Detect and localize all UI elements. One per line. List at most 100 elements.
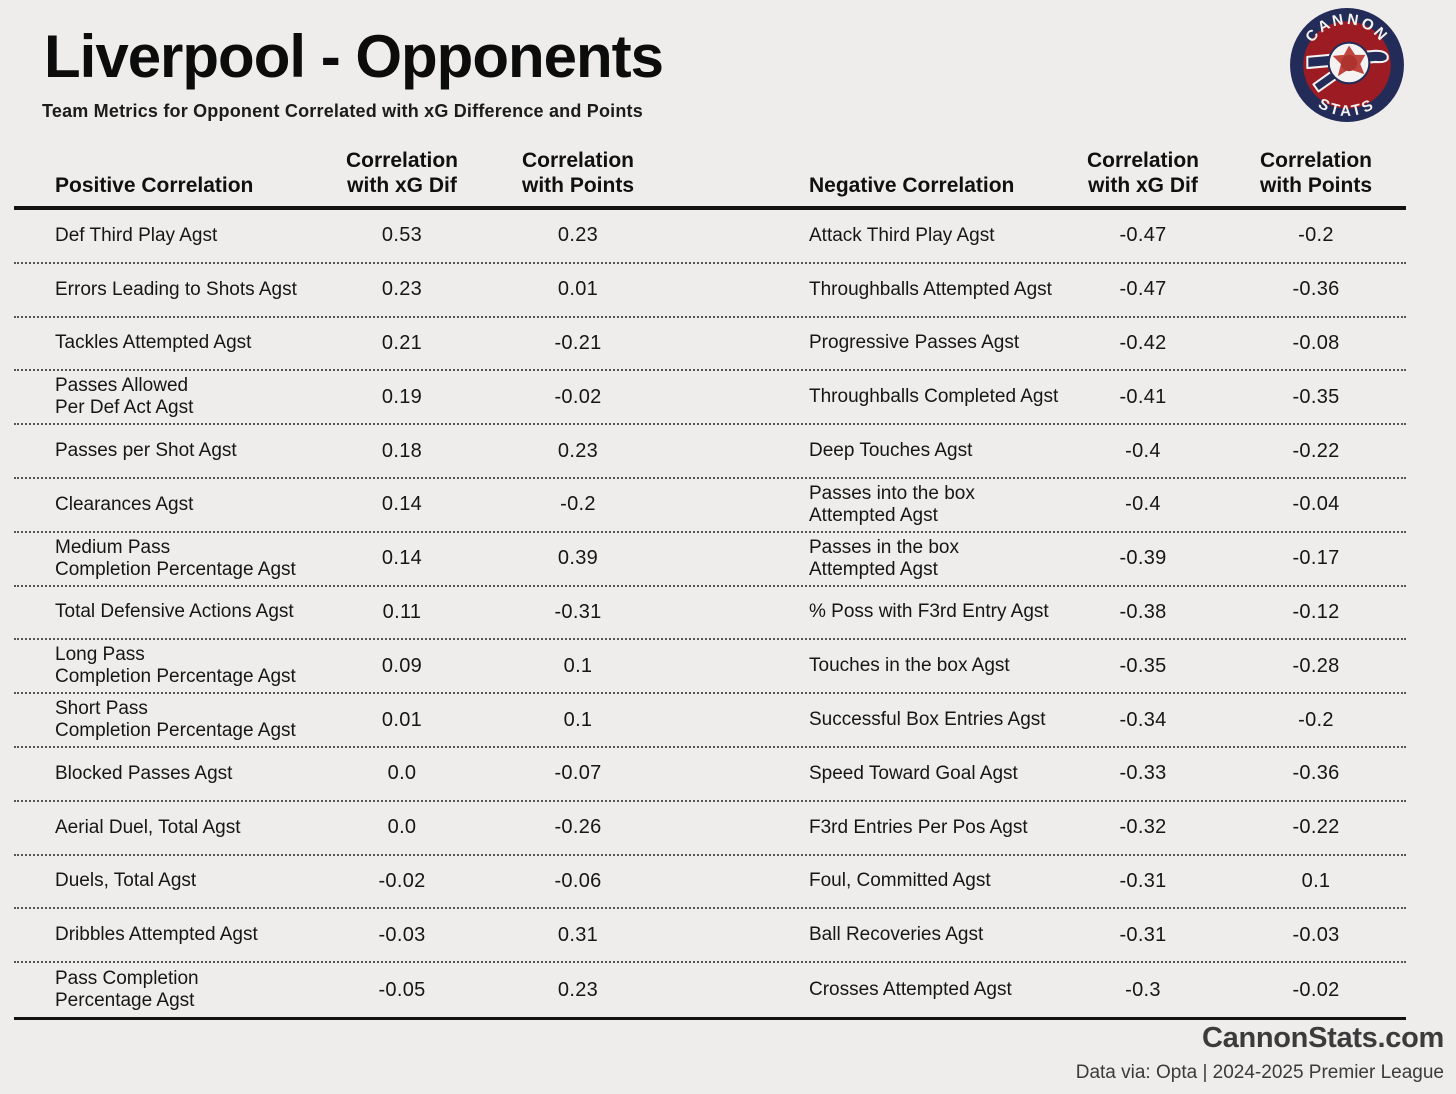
negative-metric-label: Crosses Attempted Agst	[809, 979, 1012, 1001]
positive-xg-dif-value: 0.53	[381, 224, 423, 247]
negative-points-value: -0.08	[1292, 331, 1340, 354]
positive-metric-label: Def Third Play Agst	[55, 224, 218, 246]
table-body: Def Third Play Agst 0.53 0.23 Attack Third …	[14, 210, 1406, 1020]
positive-points-value: 0.39	[557, 547, 599, 570]
negative-xg-dif-value: -0.31	[1119, 869, 1167, 892]
negative-metric-label: Speed Toward Goal Agst	[809, 762, 1018, 784]
positive-metric-label: Medium Pass Completion Percentage Agst	[55, 536, 296, 580]
positive-xg-dif-value: 0.0	[387, 816, 417, 839]
negative-xg-dif-value: -0.39	[1119, 547, 1167, 570]
positive-metric-label: Clearances Agst	[55, 493, 194, 515]
page-title: Liverpool - Opponents	[44, 23, 664, 90]
header-positive-correlation: Positive Correlation	[55, 174, 254, 197]
negative-points-value: -0.12	[1292, 600, 1340, 623]
negative-metric-label: Deep Touches Agst	[809, 440, 973, 462]
negative-metric-label: Ball Recoveries Agst	[809, 924, 984, 946]
negative-metric-label: Foul, Committed Agst	[809, 870, 991, 892]
negative-xg-dif-value: -0.47	[1119, 224, 1167, 247]
table-row: Aerial Duel, Total Agst 0.0 -0.26 F3rd Entr…	[14, 802, 1406, 856]
positive-metric-label: Blocked Passes Agst	[55, 762, 233, 784]
negative-xg-dif-value: -0.42	[1119, 331, 1167, 354]
positive-xg-dif-value: 0.11	[382, 600, 422, 623]
negative-xg-dif-value: -0.31	[1119, 923, 1167, 946]
positive-metric-label: Long Pass Completion Percentage Agst	[55, 644, 296, 688]
header-negative-xg-dif: Correlation with xG Dif	[1086, 149, 1199, 197]
positive-xg-dif-value: 0.21	[381, 331, 423, 354]
positive-points-value: -0.21	[554, 331, 602, 354]
positive-xg-dif-value: 0.14	[381, 547, 423, 570]
positive-xg-dif-value: 0.09	[381, 654, 423, 677]
positive-xg-dif-value: 0.18	[381, 439, 423, 462]
footer-brand: CannonStats.com	[1201, 1022, 1444, 1054]
header-negative-correlation: Negative Correlation	[809, 174, 1015, 197]
negative-metric-label: Throughballs Completed Agst	[809, 386, 1059, 408]
header-positive-points: Correlation with Points	[521, 149, 634, 197]
positive-xg-dif-value: -0.05	[378, 978, 426, 1001]
positive-points-value: -0.07	[554, 762, 602, 785]
positive-xg-dif-value: 0.14	[381, 493, 423, 516]
positive-points-value: 0.23	[557, 978, 599, 1001]
positive-metric-label: Passes per Shot Agst	[55, 440, 237, 462]
table-row: Short Pass Completion Percentage Agst 0.0…	[14, 694, 1406, 748]
negative-xg-dif-value: -0.47	[1119, 278, 1167, 301]
negative-xg-dif-value: -0.4	[1125, 493, 1161, 516]
negative-points-value: -0.17	[1292, 547, 1340, 570]
positive-points-value: -0.26	[554, 816, 602, 839]
positive-points-value: -0.02	[554, 385, 602, 408]
negative-points-value: -0.22	[1292, 439, 1340, 462]
positive-metric-label: Short Pass Completion Percentage Agst	[55, 698, 296, 742]
positive-xg-dif-value: -0.02	[378, 869, 426, 892]
negative-metric-label: Progressive Passes Agst	[809, 332, 1020, 354]
footer: CannonStats.com Data via: Opta | 2024-20…	[1075, 1022, 1445, 1084]
negative-metric-label: % Poss with F3rd Entry Agst	[809, 601, 1049, 623]
negative-xg-dif-value: -0.41	[1119, 385, 1167, 408]
negative-points-value: -0.2	[1298, 708, 1334, 731]
positive-metric-label: Passes Allowed Per Def Act Agst	[55, 375, 194, 419]
positive-metric-label: Errors Leading to Shots Agst	[55, 278, 297, 300]
table-row: Errors Leading to Shots Agst 0.23 0.01 Thro…	[14, 264, 1406, 318]
table-header-row: Positive Correlation Correlation with xG…	[14, 138, 1406, 210]
positive-xg-dif-value: 0.01	[381, 708, 423, 731]
negative-xg-dif-value: -0.33	[1119, 762, 1167, 785]
table-row: Tackles Attempted Agst 0.21 -0.21 Progressi…	[14, 318, 1406, 372]
positive-metric-label: Total Defensive Actions Agst	[55, 601, 294, 623]
positive-points-value: -0.31	[554, 600, 602, 623]
positive-points-value: 0.1	[563, 654, 593, 677]
negative-points-value: -0.2	[1298, 224, 1334, 247]
negative-points-value: -0.36	[1292, 762, 1340, 785]
positive-metric-label: Duels, Total Agst	[55, 870, 197, 892]
table-row: Pass Completion Percentage Agst -0.05 0.23…	[14, 963, 1406, 1017]
negative-xg-dif-value: -0.35	[1119, 654, 1167, 677]
header-positive-xg-dif: Correlation with xG Dif	[345, 149, 458, 197]
negative-points-value: -0.04	[1292, 493, 1340, 516]
negative-xg-dif-value: -0.34	[1119, 708, 1167, 731]
negative-metric-label: Attack Third Play Agst	[809, 224, 995, 246]
positive-points-value: 0.23	[557, 439, 599, 462]
positive-xg-dif-value: 0.0	[387, 762, 417, 785]
negative-metric-label: F3rd Entries Per Pos Agst	[809, 816, 1028, 838]
footer-source: Data via: Opta | 2024-2025 Premier Leagu…	[1075, 1062, 1444, 1083]
positive-points-value: 0.1	[563, 708, 593, 731]
positive-xg-dif-value: 0.23	[381, 278, 423, 301]
header-negative-points: Correlation with Points	[1259, 149, 1372, 197]
negative-points-value: -0.03	[1292, 923, 1340, 946]
positive-points-value: 0.23	[557, 224, 599, 247]
positive-points-value: -0.2	[560, 493, 596, 516]
negative-metric-label: Throughballs Attempted Agst	[809, 278, 1052, 300]
positive-xg-dif-value: -0.03	[378, 923, 426, 946]
negative-metric-label: Touches in the box Agst	[809, 655, 1010, 677]
cannon-stats-logo: CANNON STATS	[1290, 8, 1404, 122]
negative-metric-label: Successful Box Entries Agst	[809, 709, 1046, 731]
negative-xg-dif-value: -0.4	[1125, 439, 1161, 462]
negative-metric-label: Passes in the box Attempted Agst	[809, 536, 959, 580]
negative-xg-dif-value: -0.3	[1125, 978, 1161, 1001]
table-row: Long Pass Completion Percentage Agst 0.09…	[14, 640, 1406, 695]
negative-points-value: -0.02	[1292, 978, 1340, 1001]
positive-metric-label: Pass Completion Percentage Agst	[55, 968, 199, 1012]
negative-points-value: -0.22	[1292, 816, 1340, 839]
table-row: Total Defensive Actions Agst 0.11 -0.31 % P…	[14, 587, 1406, 641]
positive-points-value: -0.06	[554, 869, 602, 892]
wheel-hub	[1340, 54, 1358, 72]
positive-metric-label: Dribbles Attempted Agst	[55, 924, 258, 946]
negative-points-value: -0.35	[1292, 385, 1340, 408]
